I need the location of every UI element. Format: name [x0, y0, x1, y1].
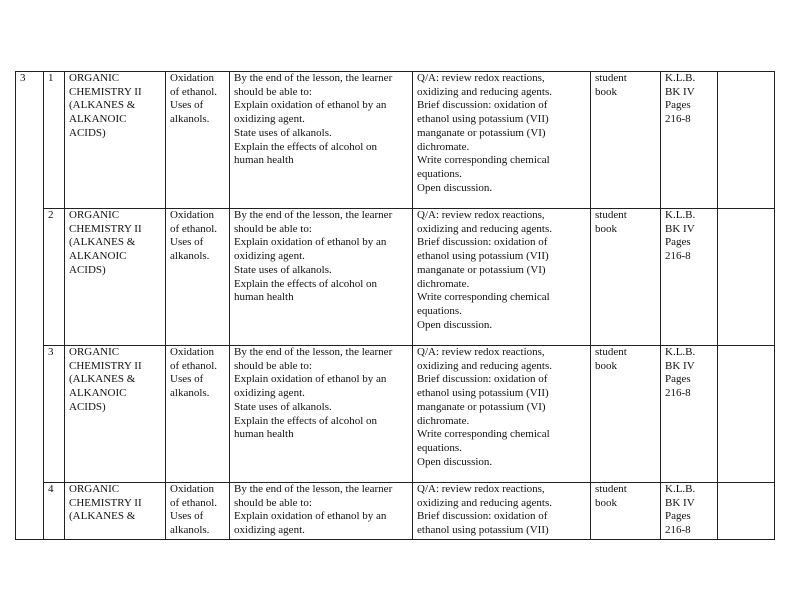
topic-cell: ORGANIC CHEMISTRY II (ALKANES & ALKANOIC…: [64, 345, 166, 483]
subtopic-cell: Oxidation of ethanol. Uses of alkanols.: [165, 208, 230, 346]
subtopic-text: Oxidation of ethanol. Uses of alkanols.: [170, 72, 218, 126]
subtopic-text: Oxidation of ethanol. Uses of alkanols.: [170, 346, 218, 400]
references-cell: K.L.B. BK IV Pages 216-8: [660, 208, 718, 346]
resources-cell: student book: [590, 345, 661, 483]
topic-text: ORGANIC CHEMISTRY II (ALKANES & ALKANOIC…: [69, 346, 142, 413]
activities-text: Q/A: review redox reactions, oxidizing a…: [417, 346, 553, 468]
topic-cell: ORGANIC CHEMISTRY II (ALKANES & ALKANOIC…: [64, 71, 166, 209]
lesson-text: 4: [48, 483, 54, 495]
subtopic-cell: Oxidation of ethanol. Uses of alkanols.: [165, 345, 230, 483]
subtopic-cell: Oxidation of ethanol. Uses of alkanols.: [165, 71, 230, 209]
objectives-cell: By the end of the lesson, the learner sh…: [229, 71, 413, 209]
topic-text: ORGANIC CHEMISTRY II (ALKANES & ALKANOIC…: [69, 209, 142, 276]
remarks-text: [722, 209, 770, 345]
objectives-text: By the end of the lesson, the learner sh…: [234, 72, 393, 167]
resources-cell: student book: [590, 208, 661, 346]
references-text: K.L.B. BK IV Pages 216-8: [665, 483, 696, 537]
lesson-cell: 4: [43, 482, 65, 540]
activities-cell: Q/A: review redox reactions, oxidizing a…: [412, 208, 591, 346]
lesson-cell: 1: [43, 71, 65, 209]
references-text: K.L.B. BK IV Pages 216-8: [665, 72, 696, 126]
remarks-cell: [717, 345, 775, 483]
topic-text: ORGANIC CHEMISTRY II (ALKANES & ALKANOIC…: [69, 72, 142, 139]
lesson-text: 1: [48, 72, 54, 84]
references-text: K.L.B. BK IV Pages 216-8: [665, 209, 696, 263]
resources-cell: student book: [590, 482, 661, 540]
topic-text: ORGANIC CHEMISTRY II (ALKANES &: [69, 483, 142, 523]
remarks-cell: [717, 208, 775, 346]
references-cell: K.L.B. BK IV Pages 216-8: [660, 71, 718, 209]
lesson-cell: 2: [43, 208, 65, 346]
activities-text: Q/A: review redox reactions, oxidizing a…: [417, 209, 553, 331]
resources-text: student book: [595, 72, 627, 98]
objectives-cell: By the end of the lesson, the learner sh…: [229, 345, 413, 483]
activities-cell: Q/A: review redox reactions, oxidizing a…: [412, 345, 591, 483]
remarks-text: [722, 72, 770, 208]
lesson-text: 3: [48, 346, 54, 358]
topic-cell: ORGANIC CHEMISTRY II (ALKANES &: [64, 482, 166, 540]
table-row: 3 ORGANIC CHEMISTRY II (ALKANES & ALKANOI…: [16, 345, 775, 483]
resources-text: student book: [595, 483, 627, 509]
resources-text: student book: [595, 346, 627, 372]
week-number: 3: [20, 72, 26, 84]
objectives-cell: By the end of the lesson, the learner sh…: [229, 208, 413, 346]
remarks-cell: [717, 482, 775, 540]
references-cell: K.L.B. BK IV Pages 216-8: [660, 482, 718, 540]
subtopic-cell: Oxidation of ethanol. Uses of alkanols.: [165, 482, 230, 540]
objectives-text: By the end of the lesson, the learner sh…: [234, 209, 393, 304]
table-row: 2 ORGANIC CHEMISTRY II (ALKANES & ALKANOI…: [16, 208, 775, 346]
scheme-of-work-table: 3 1 ORGANIC CHEMISTRY II (ALKANES & ALKANO…: [15, 71, 775, 540]
activities-cell: Q/A: review redox reactions, oxidizing a…: [412, 482, 591, 540]
objectives-text: By the end of the lesson, the learner sh…: [234, 346, 393, 441]
references-text: K.L.B. BK IV Pages 216-8: [665, 346, 696, 400]
lesson-cell: 3: [43, 345, 65, 483]
activities-text: Q/A: review redox reactions, oxidizing a…: [417, 483, 553, 537]
objectives-text: By the end of the lesson, the learner sh…: [234, 483, 393, 537]
objectives-cell: By the end of the lesson, the learner sh…: [229, 482, 413, 540]
remarks-text: [722, 483, 770, 539]
table-row: 4 ORGANIC CHEMISTRY II (ALKANES & Oxidatio…: [16, 482, 775, 540]
activities-text: Q/A: review redox reactions, oxidizing a…: [417, 72, 553, 194]
resources-text: student book: [595, 209, 627, 235]
week-cell: 3: [15, 71, 44, 540]
resources-cell: student book: [590, 71, 661, 209]
table-row: 3 1 ORGANIC CHEMISTRY II (ALKANES & ALKANO…: [15, 71, 775, 540]
subtopic-text: Oxidation of ethanol. Uses of alkanols.: [170, 209, 218, 263]
references-cell: K.L.B. BK IV Pages 216-8: [660, 345, 718, 483]
remarks-text: [722, 346, 770, 482]
subtopic-text: Oxidation of ethanol. Uses of alkanols.: [170, 483, 218, 537]
topic-cell: ORGANIC CHEMISTRY II (ALKANES & ALKANOIC…: [64, 208, 166, 346]
lesson-text: 2: [48, 209, 54, 221]
remarks-cell: [717, 71, 775, 209]
activities-cell: Q/A: review redox reactions, oxidizing a…: [412, 71, 591, 209]
